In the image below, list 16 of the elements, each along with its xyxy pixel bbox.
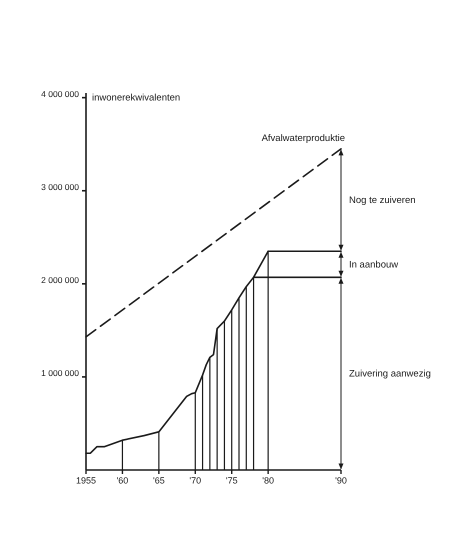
x-tick-label: '75 xyxy=(226,475,238,486)
series-label: Afvalwaterproduktie xyxy=(262,132,345,144)
y-tick-label: 4 000 000 xyxy=(41,88,80,99)
y-tick-label: 1 000 000 xyxy=(41,368,80,378)
x-tick-label: '80 xyxy=(262,475,274,486)
y-tick-label: 2 000 000 xyxy=(41,274,80,285)
x-tick-label: '70 xyxy=(189,475,202,486)
text: In aanbouw xyxy=(349,259,398,270)
text: Zuivering aanwezig xyxy=(349,368,431,380)
x-tick-label: '60 xyxy=(116,475,128,486)
x-tick-label: 1955 xyxy=(76,475,96,486)
y-axis-title: inwonerekwivalenten xyxy=(92,92,180,104)
x-tick-label: '90 xyxy=(335,475,347,486)
y-tick-label: 3 000 000 xyxy=(41,182,80,192)
x-tick-label: '65 xyxy=(152,475,165,486)
text: Nog te zuiveren xyxy=(349,195,416,206)
